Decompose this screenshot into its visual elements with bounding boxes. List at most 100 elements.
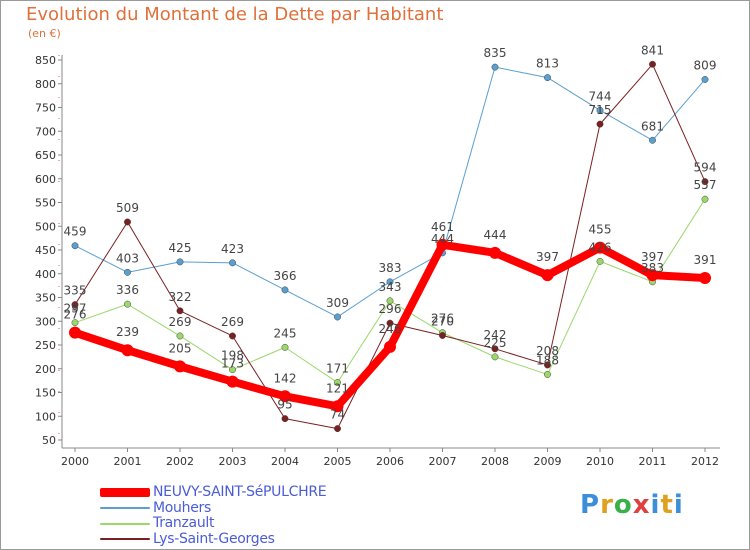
legend-item: Lys-Saint-Georges [100,531,430,548]
y-tick-label: 450 [35,244,56,257]
data-label: 239 [116,325,139,339]
data-label: 343 [379,280,402,294]
data-point [174,360,186,373]
data-point [544,361,551,369]
data-point [334,379,341,386]
data-point [176,332,184,340]
data-label: 205 [169,341,192,355]
data-point [334,425,341,433]
data-label: 557 [694,178,717,192]
data-point [491,345,499,353]
data-point [226,375,239,388]
data-point [436,238,449,251]
data-label: 509 [116,201,139,215]
legend-swatch [100,538,150,541]
data-label: 715 [589,103,612,117]
data-point [124,300,131,308]
data-point [384,340,396,353]
data-point [596,257,604,265]
data-label: 397 [536,250,559,264]
data-point [229,259,236,267]
data-label: 188 [536,353,559,367]
data-point [121,344,134,357]
data-label: 461 [431,220,454,234]
y-tick-label: 600 [35,173,56,186]
y-tick-label: 50 [42,434,56,447]
data-point [386,297,394,305]
data-point [386,278,394,286]
legend: NEUVY-SAINT-SéPULCHRE Mouhers Tranzault Lys… [100,485,430,547]
data-point [281,343,289,351]
y-tick-label: 700 [35,125,56,138]
data-point [596,120,604,128]
x-tick-label: 2010 [586,455,614,468]
data-label: 296 [379,302,402,316]
data-label: 246 [379,322,402,336]
logo-letter: x [632,490,651,520]
data-point [491,63,499,71]
legend-swatch [100,488,150,498]
x-tick-label: 2008 [481,455,509,468]
data-label: 835 [484,46,507,60]
data-point [279,390,291,403]
data-label: 276 [64,308,87,322]
y-tick-label: 100 [35,410,56,423]
x-tick-label: 2002 [166,455,194,468]
data-label: 297 [64,302,87,316]
data-point [544,371,551,378]
logo-letter: i [650,490,661,520]
data-point [439,332,446,339]
logo-letter: r [600,490,614,520]
logo-letter: P [580,490,601,520]
data-point [71,301,79,309]
proxiti-logo: Proxiti [580,490,684,520]
data-label: 455 [589,223,612,237]
x-tick-label: 2009 [534,455,562,468]
x-tick-label: 2012 [691,455,719,468]
data-point [334,313,341,321]
logo-letter: i [673,490,684,520]
data-point [596,106,604,114]
data-point [229,366,236,374]
data-point [176,307,184,315]
data-point [646,269,659,282]
data-label: 744 [589,89,612,103]
x-tick-label: 2005 [324,455,352,468]
data-label: 423 [221,242,244,256]
data-point [701,76,709,83]
y-tick-label: 350 [35,292,56,305]
logo-letter: t [660,490,674,520]
data-label: 444 [431,232,454,246]
data-label: 95 [277,398,292,412]
data-label: 121 [326,381,349,395]
legend-item: NEUVY-SAINT-SéPULCHRE [100,485,430,501]
data-point [649,136,656,144]
y-tick-label: 850 [35,54,56,67]
data-point [71,242,79,250]
data-label: 270 [431,315,454,329]
data-label: 841 [641,43,664,57]
data-label: 208 [536,344,559,358]
y-tick-label: 200 [35,363,56,376]
data-label: 425 [169,241,192,255]
data-point [71,319,79,327]
data-label: 403 [116,251,139,265]
data-label: 594 [694,161,717,175]
y-tick-label: 400 [35,268,56,281]
x-tick-label: 2003 [219,455,247,468]
legend-label: Tranzault [153,515,215,531]
data-point [69,326,81,339]
data-label: 269 [169,315,192,329]
data-label: 142 [274,371,297,385]
data-label: 335 [64,284,87,298]
data-point [541,269,554,282]
chart-title: Evolution du Montant de la Dette par Hab… [26,4,444,25]
x-tick-label: 2004 [271,455,299,468]
data-point [281,415,289,423]
data-label: 276 [431,312,454,326]
legend-item: Tranzault [100,516,430,532]
data-point [649,60,656,68]
data-label: 336 [116,283,139,297]
